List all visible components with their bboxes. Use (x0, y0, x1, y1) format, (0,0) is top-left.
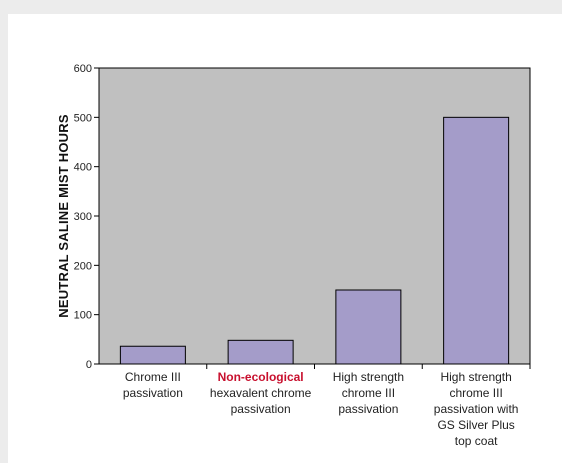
bar (335, 289, 402, 365)
x-tick-label: passivation (231, 402, 291, 416)
y-axis-label: NEUTRAL SALINE MIST HOURS (56, 114, 71, 318)
y-tick-label: 400 (74, 162, 92, 174)
y-tick-label: 300 (74, 211, 92, 223)
x-tick-label: Chrome III (125, 370, 181, 384)
y-tick-label: 500 (74, 112, 92, 124)
bar (443, 116, 510, 365)
bar (119, 345, 186, 365)
x-tick-label: GS Silver Plus (437, 418, 514, 432)
x-tick-label: passivation with (434, 402, 519, 416)
y-tick-label: 200 (74, 260, 92, 272)
x-tick-label: hexavalent chrome (210, 386, 312, 400)
x-tick-label: chrome III (342, 386, 395, 400)
y-tick-label: 600 (74, 63, 92, 75)
x-tick-label: top coat (455, 434, 498, 448)
x-tick-label: High strength (440, 370, 511, 384)
x-tick-label: High strength (333, 370, 404, 384)
y-tick-label: 100 (74, 310, 92, 322)
x-tick-label: Non-ecological (218, 370, 304, 384)
y-tick-label: 0 (86, 359, 92, 371)
x-tick-label: passivation (123, 386, 183, 400)
bar (227, 339, 294, 365)
x-tick-label: passivation (338, 402, 398, 416)
x-tick-label: chrome III (449, 386, 502, 400)
